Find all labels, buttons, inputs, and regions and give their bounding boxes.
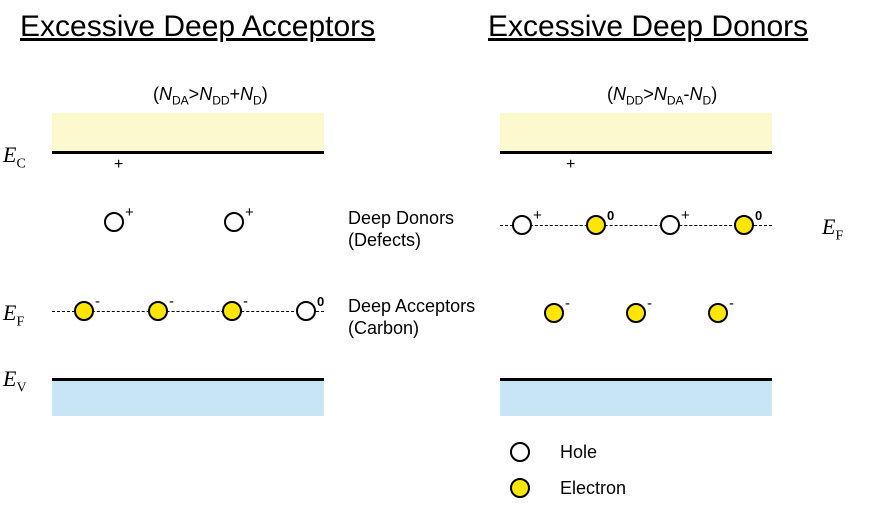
legend-icons: [0, 0, 870, 514]
legend-label-electron: Electron: [560, 478, 626, 499]
legend-label-hole: Hole: [560, 442, 597, 463]
legend-electron-icon: [511, 479, 529, 497]
legend-hole-icon: [511, 443, 529, 461]
